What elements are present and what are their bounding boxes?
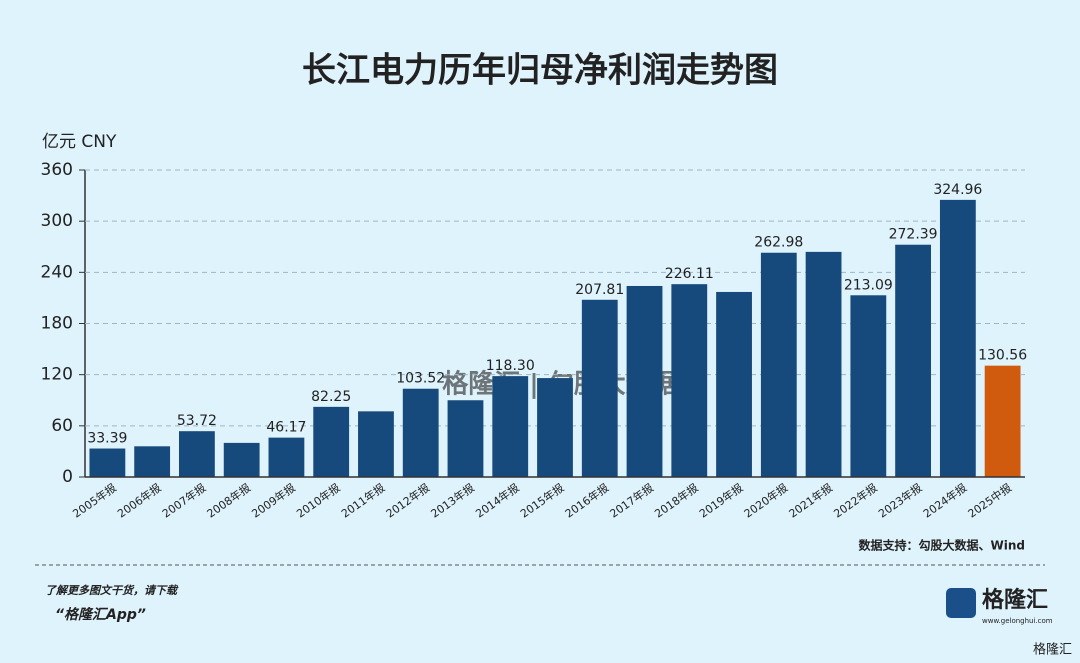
bar [537, 378, 573, 477]
y-tick-label: 180 [41, 314, 73, 334]
y-axis-label: 亿元 CNY [42, 132, 117, 152]
bar [313, 406, 350, 477]
data-label: 324.96 [933, 182, 982, 198]
data-label: 272.39 [889, 227, 938, 243]
bar [268, 437, 305, 477]
data-label: 262.98 [754, 235, 803, 251]
bar [939, 199, 976, 477]
data-label: 53.72 [177, 413, 217, 429]
chart-title: 长江电力历年归母净利润走势图 [302, 51, 778, 91]
data-label: 82.25 [311, 389, 351, 405]
data-label: 226.11 [665, 266, 714, 282]
data-label: 130.56 [978, 348, 1027, 364]
data-label: 103.52 [396, 371, 445, 387]
footer-app: “格隆汇App” [55, 606, 146, 623]
y-tick-label: 360 [41, 160, 73, 180]
bar [671, 284, 708, 477]
bar [358, 411, 394, 477]
bar [716, 291, 752, 477]
bar [984, 365, 1021, 477]
bar [89, 448, 126, 477]
data-label: 33.39 [87, 431, 127, 447]
bar [402, 388, 439, 477]
y-tick-label: 300 [41, 211, 73, 231]
logo-text: 格隆汇 [982, 587, 1048, 613]
corner-mark: 格隆汇 [1033, 642, 1072, 658]
bar [760, 252, 797, 477]
source: 数据支持：勾股大数据、Wind [859, 538, 1025, 553]
bar [850, 295, 887, 477]
data-label: 118.30 [486, 358, 535, 374]
bar [895, 244, 931, 477]
bar [626, 285, 663, 477]
data-label: 207.81 [575, 282, 624, 298]
bar [447, 400, 484, 477]
data-label: 46.17 [266, 420, 306, 436]
y-tick-label: 0 [62, 467, 73, 487]
logo-url: www.gelonghui.com [982, 617, 1053, 625]
y-tick-label: 120 [41, 365, 73, 385]
bar [134, 446, 171, 477]
logo-icon [946, 588, 976, 618]
footer-text: 了解更多图文干货，请下载 [45, 584, 179, 597]
bar [805, 251, 842, 477]
bar [492, 376, 529, 477]
y-tick-label: 60 [51, 416, 73, 436]
y-tick-label: 240 [41, 262, 73, 282]
bar [581, 299, 618, 477]
bar [223, 442, 260, 477]
data-label: 213.09 [844, 277, 893, 293]
bar [179, 431, 215, 477]
